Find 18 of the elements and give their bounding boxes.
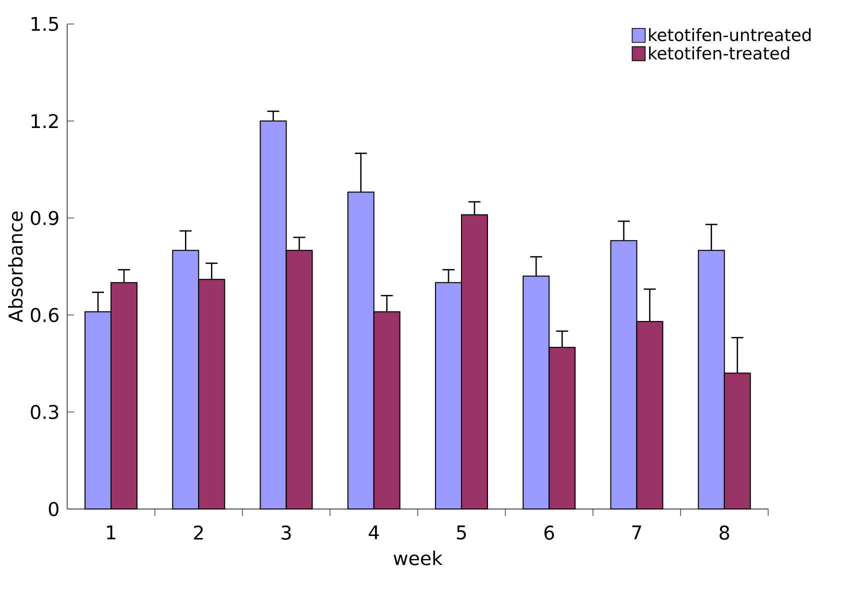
x-tick-label: 2 <box>194 526 203 540</box>
y-axis-title: Absorbance <box>8 212 23 322</box>
legend-label: ketotifen-untreated <box>649 28 811 42</box>
y-tick-label: 1.5 <box>32 16 58 32</box>
y-tick-label: 0 <box>48 502 58 516</box>
y-tick-label: 0.3 <box>30 404 58 420</box>
x-tick-label: 5 <box>456 526 466 540</box>
y-tick-label: 1.2 <box>32 114 58 128</box>
x-axis-title: week <box>394 550 442 566</box>
y-tick-label: 0.6 <box>30 308 58 322</box>
x-tick-label: 7 <box>632 526 642 540</box>
x-tick-label: 4 <box>368 526 379 540</box>
x-tick-label: 8 <box>720 526 730 540</box>
y-tick-label: 0.9 <box>30 210 58 226</box>
x-tick-label: 6 <box>544 526 554 540</box>
x-tick-label: 1 <box>107 526 116 540</box>
x-tick-label: 3 <box>282 526 291 540</box>
legend-label: ketotifen-treated <box>649 46 790 60</box>
